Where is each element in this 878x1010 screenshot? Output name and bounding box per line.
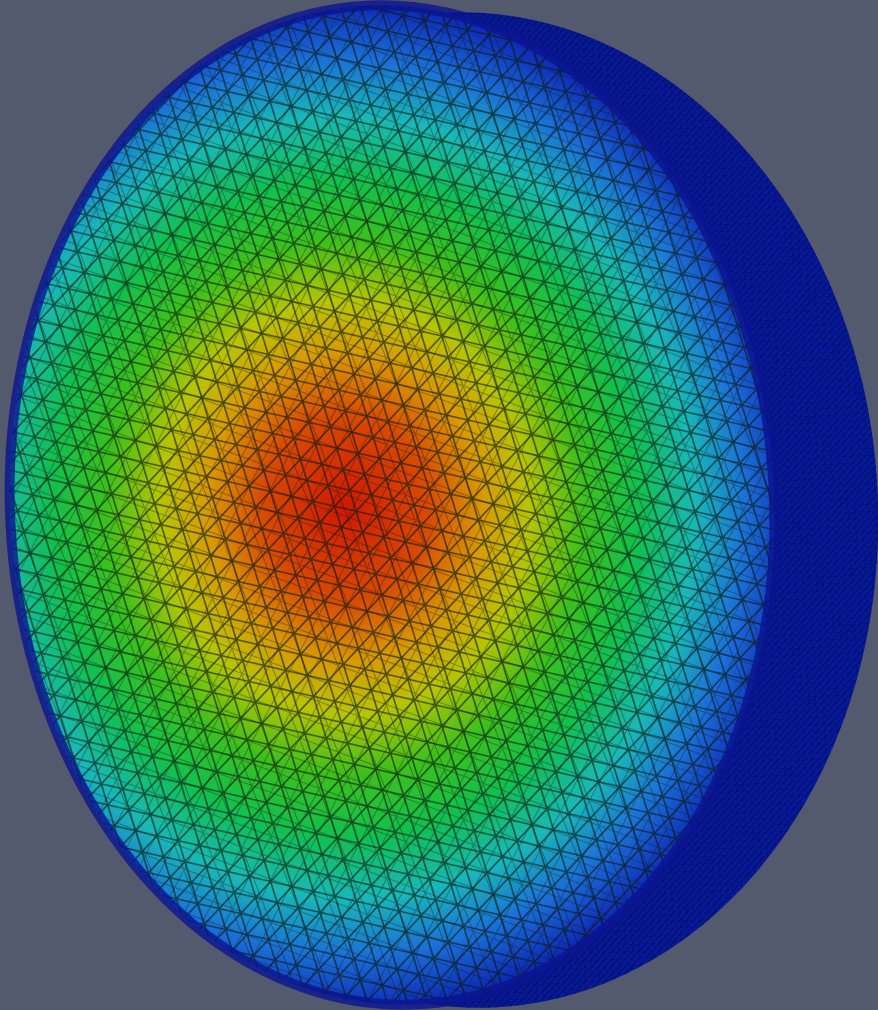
render-viewport [0,0,878,1010]
page: Mesh render {} html, body { margin: 0; p… [0,0,878,1010]
body [0,0,878,1010]
